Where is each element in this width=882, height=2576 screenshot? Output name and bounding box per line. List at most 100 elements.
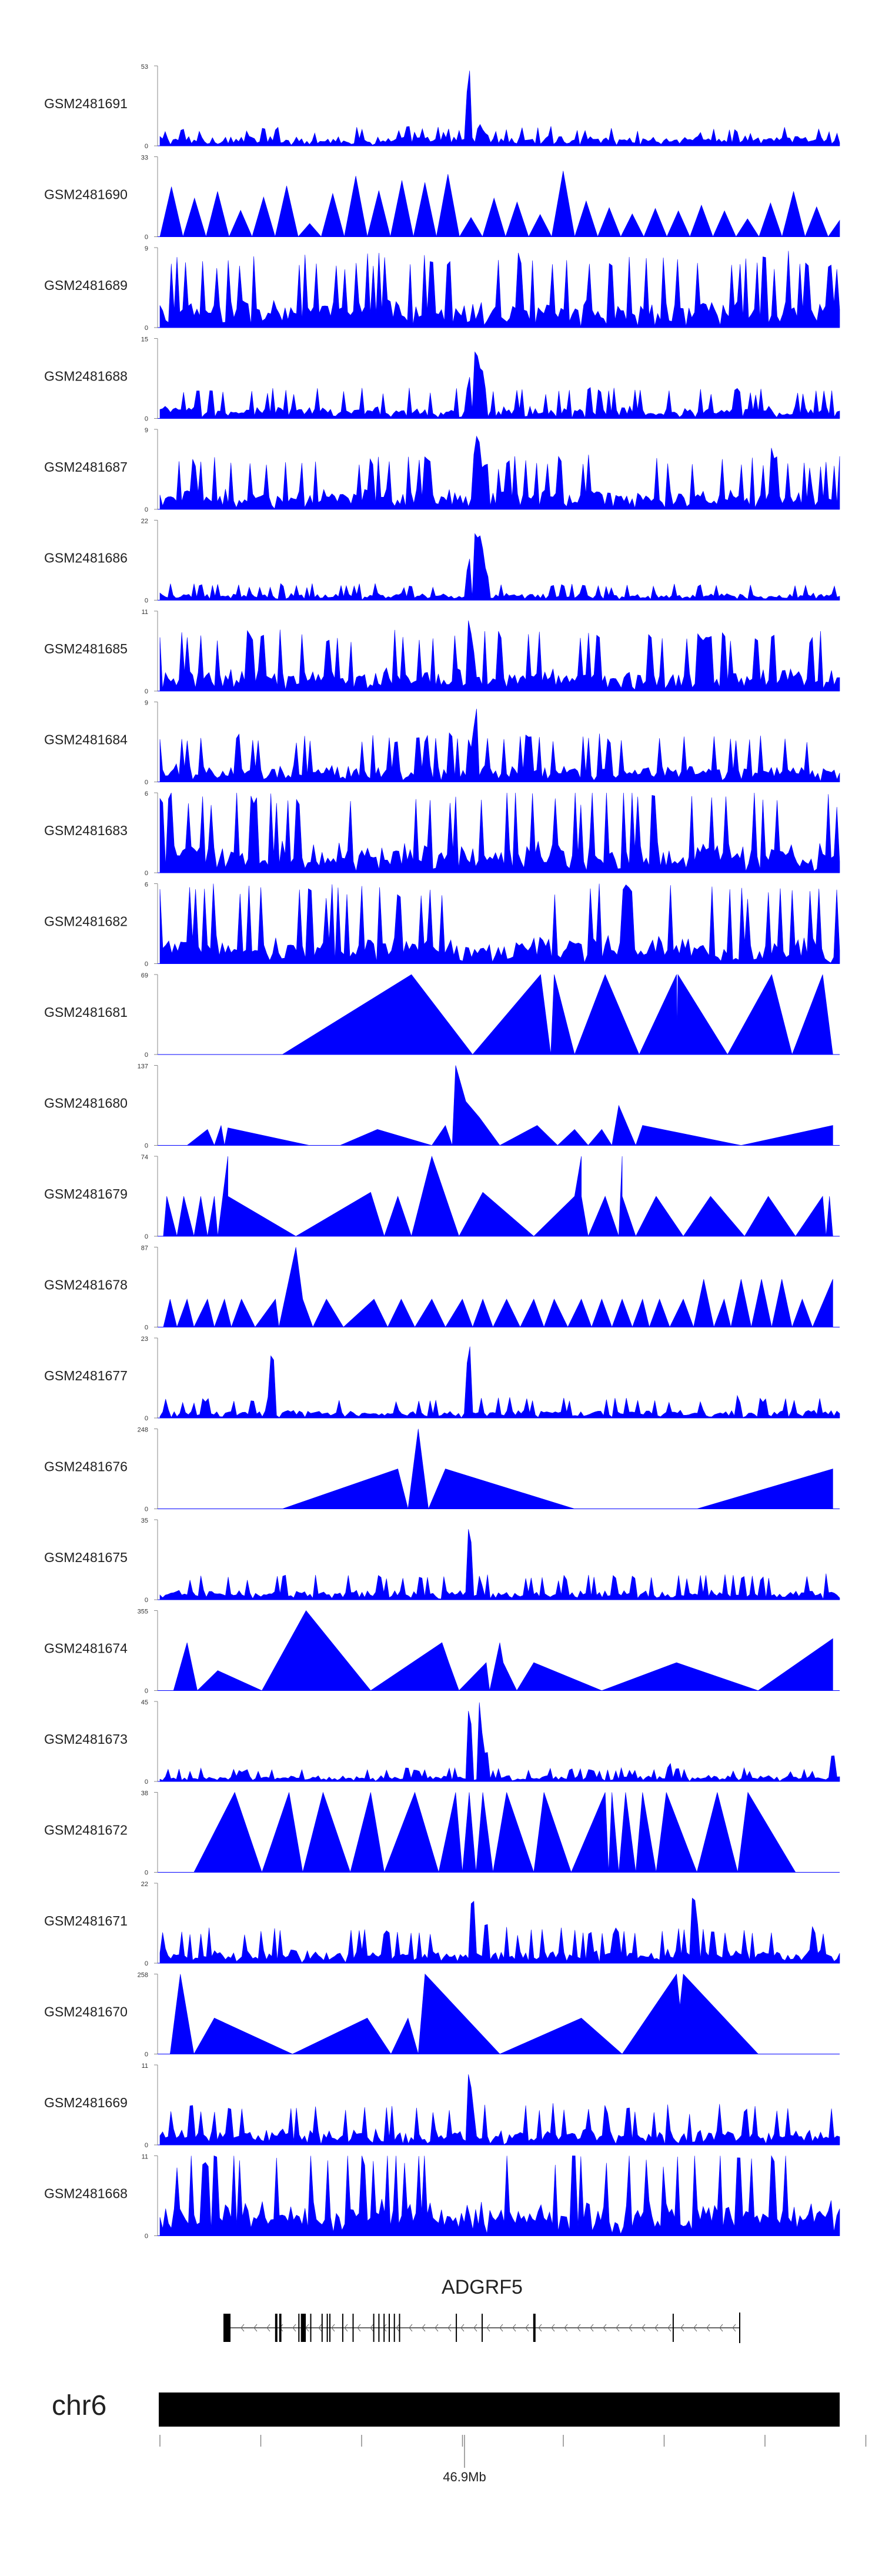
coverage-area	[159, 1346, 840, 1419]
strand-arrow-icon	[512, 2324, 516, 2332]
y-max-tick-label: 258	[138, 1972, 148, 1979]
coverage-area	[159, 1702, 840, 1782]
gene-exon	[399, 2314, 400, 2342]
y-min-tick-label: 0	[145, 870, 148, 877]
strand-arrow-icon	[538, 2324, 542, 2332]
track-GSM2481689: GSM2481689 9 0	[44, 245, 840, 332]
gene-exon	[280, 2314, 282, 2342]
coverage-area	[159, 533, 840, 600]
gene-exon	[456, 2314, 457, 2342]
y-min-tick-label: 0	[145, 416, 148, 423]
track-label: GSM2481674	[44, 1641, 128, 1656]
gene-exon	[223, 2314, 230, 2342]
coverage-area	[186, 1065, 833, 1146]
strand-arrow-icon	[396, 2324, 400, 2332]
gene-exon	[303, 2314, 306, 2342]
track-label: GSM2481685	[44, 641, 128, 656]
track-GSM2481682: GSM2481682 6 0	[44, 882, 840, 968]
strand-arrow-icon	[409, 2324, 413, 2332]
gene-exon	[302, 2314, 305, 2342]
coverage-area	[159, 792, 840, 873]
track-label: GSM2481691	[44, 96, 128, 111]
y-max-tick-label: 87	[141, 1245, 148, 1252]
strand-arrow-icon	[240, 2324, 245, 2332]
track-label: GSM2481671	[44, 1913, 128, 1928]
track-GSM2481671: GSM2481671 22 0	[44, 1881, 840, 1967]
y-min-tick-label: 0	[145, 506, 148, 513]
gene-exon	[342, 2314, 343, 2342]
strand-arrow-icon	[719, 2324, 723, 2332]
strand-arrow-icon	[435, 2324, 439, 2332]
strand-arrow-icon	[629, 2324, 633, 2332]
track-GSM2481691: GSM2481691 53 0	[44, 64, 840, 150]
coverage-area	[282, 1429, 833, 1510]
gene-exon	[378, 2314, 380, 2342]
y-min-tick-label: 0	[145, 1324, 148, 1332]
strand-arrow-icon	[693, 2324, 697, 2332]
y-max-tick-label: 38	[141, 1790, 148, 1797]
gene-exon	[310, 2314, 312, 2342]
y-max-tick-label: 45	[141, 1699, 148, 1706]
gene-exon	[533, 2314, 536, 2342]
chromosome-ideogram: chr6 46.9Mb	[52, 2390, 867, 2484]
y-min-tick-label: 0	[145, 234, 148, 241]
strand-arrow-icon	[577, 2324, 581, 2332]
gene-exon	[482, 2314, 483, 2342]
gene-exon	[329, 2314, 330, 2342]
coverage-area	[159, 71, 840, 146]
y-max-tick-label: 6	[145, 790, 148, 798]
y-max-tick-label: 9	[145, 427, 148, 434]
y-max-tick-label: 9	[145, 700, 148, 707]
y-min-tick-label: 0	[145, 1052, 148, 1059]
strand-arrow-icon	[590, 2324, 594, 2332]
track-label: GSM2481683	[44, 823, 128, 838]
track-GSM2481673: GSM2481673 45 0	[44, 1699, 840, 1786]
track-GSM2481674: GSM2481674 355 0	[44, 1609, 840, 1695]
strand-arrow-icon	[486, 2324, 490, 2332]
track-label: GSM2481679	[44, 1186, 128, 1202]
y-max-tick-label: 355	[138, 1609, 148, 1616]
coverage-area	[193, 1791, 796, 1873]
y-min-tick-label: 0	[145, 688, 148, 695]
y-min-tick-label: 0	[145, 1778, 148, 1786]
y-max-tick-label: 22	[141, 1881, 148, 1888]
gene-exon	[321, 2314, 323, 2342]
coverage-area	[173, 1610, 833, 1691]
y-min-tick-label: 0	[145, 1143, 148, 1150]
track-label: GSM2481688	[44, 369, 128, 384]
y-max-tick-label: 11	[142, 609, 148, 616]
track-GSM2481669: GSM2481669 11 0	[44, 2063, 840, 2149]
gene-exon	[275, 2314, 278, 2342]
coverage-area	[159, 709, 840, 782]
y-min-tick-label: 0	[145, 2233, 148, 2240]
y-max-tick-label: 137	[138, 1063, 148, 1070]
y-min-tick-label: 0	[145, 779, 148, 786]
track-GSM2481678: GSM2481678 87 0	[44, 1245, 840, 1332]
strand-arrow-icon	[732, 2324, 736, 2332]
track-label: GSM2481675	[44, 1550, 128, 1565]
track-GSM2481690: GSM2481690 33 0	[44, 155, 840, 241]
track-label: GSM2481681	[44, 1005, 128, 1020]
track-label: GSM2481678	[44, 1277, 128, 1293]
gene-exon	[298, 2314, 300, 2342]
track-GSM2481679: GSM2481679 74 0	[44, 1154, 840, 1240]
y-max-tick-label: 69	[141, 972, 148, 979]
gene-exon	[279, 2314, 280, 2342]
track-GSM2481680: GSM2481680 137 0	[44, 1063, 840, 1150]
strand-arrow-icon	[370, 2324, 374, 2332]
coverage-area	[159, 1529, 840, 1600]
gene-exon	[352, 2314, 354, 2342]
coverage-area	[282, 973, 833, 1055]
y-max-tick-label: 15	[141, 336, 148, 343]
y-min-tick-label: 0	[145, 598, 148, 605]
strand-arrow-icon	[564, 2324, 568, 2332]
track-label: GSM2481686	[44, 550, 128, 566]
strand-arrow-icon	[525, 2324, 529, 2332]
y-max-tick-label: 11	[142, 2063, 148, 2070]
y-max-tick-label: 6	[145, 882, 148, 889]
strand-arrow-icon	[357, 2324, 361, 2332]
strand-arrow-icon	[253, 2324, 258, 2332]
gene-exon	[373, 2314, 375, 2342]
track-GSM2481681: GSM2481681 69 0	[44, 972, 840, 1059]
